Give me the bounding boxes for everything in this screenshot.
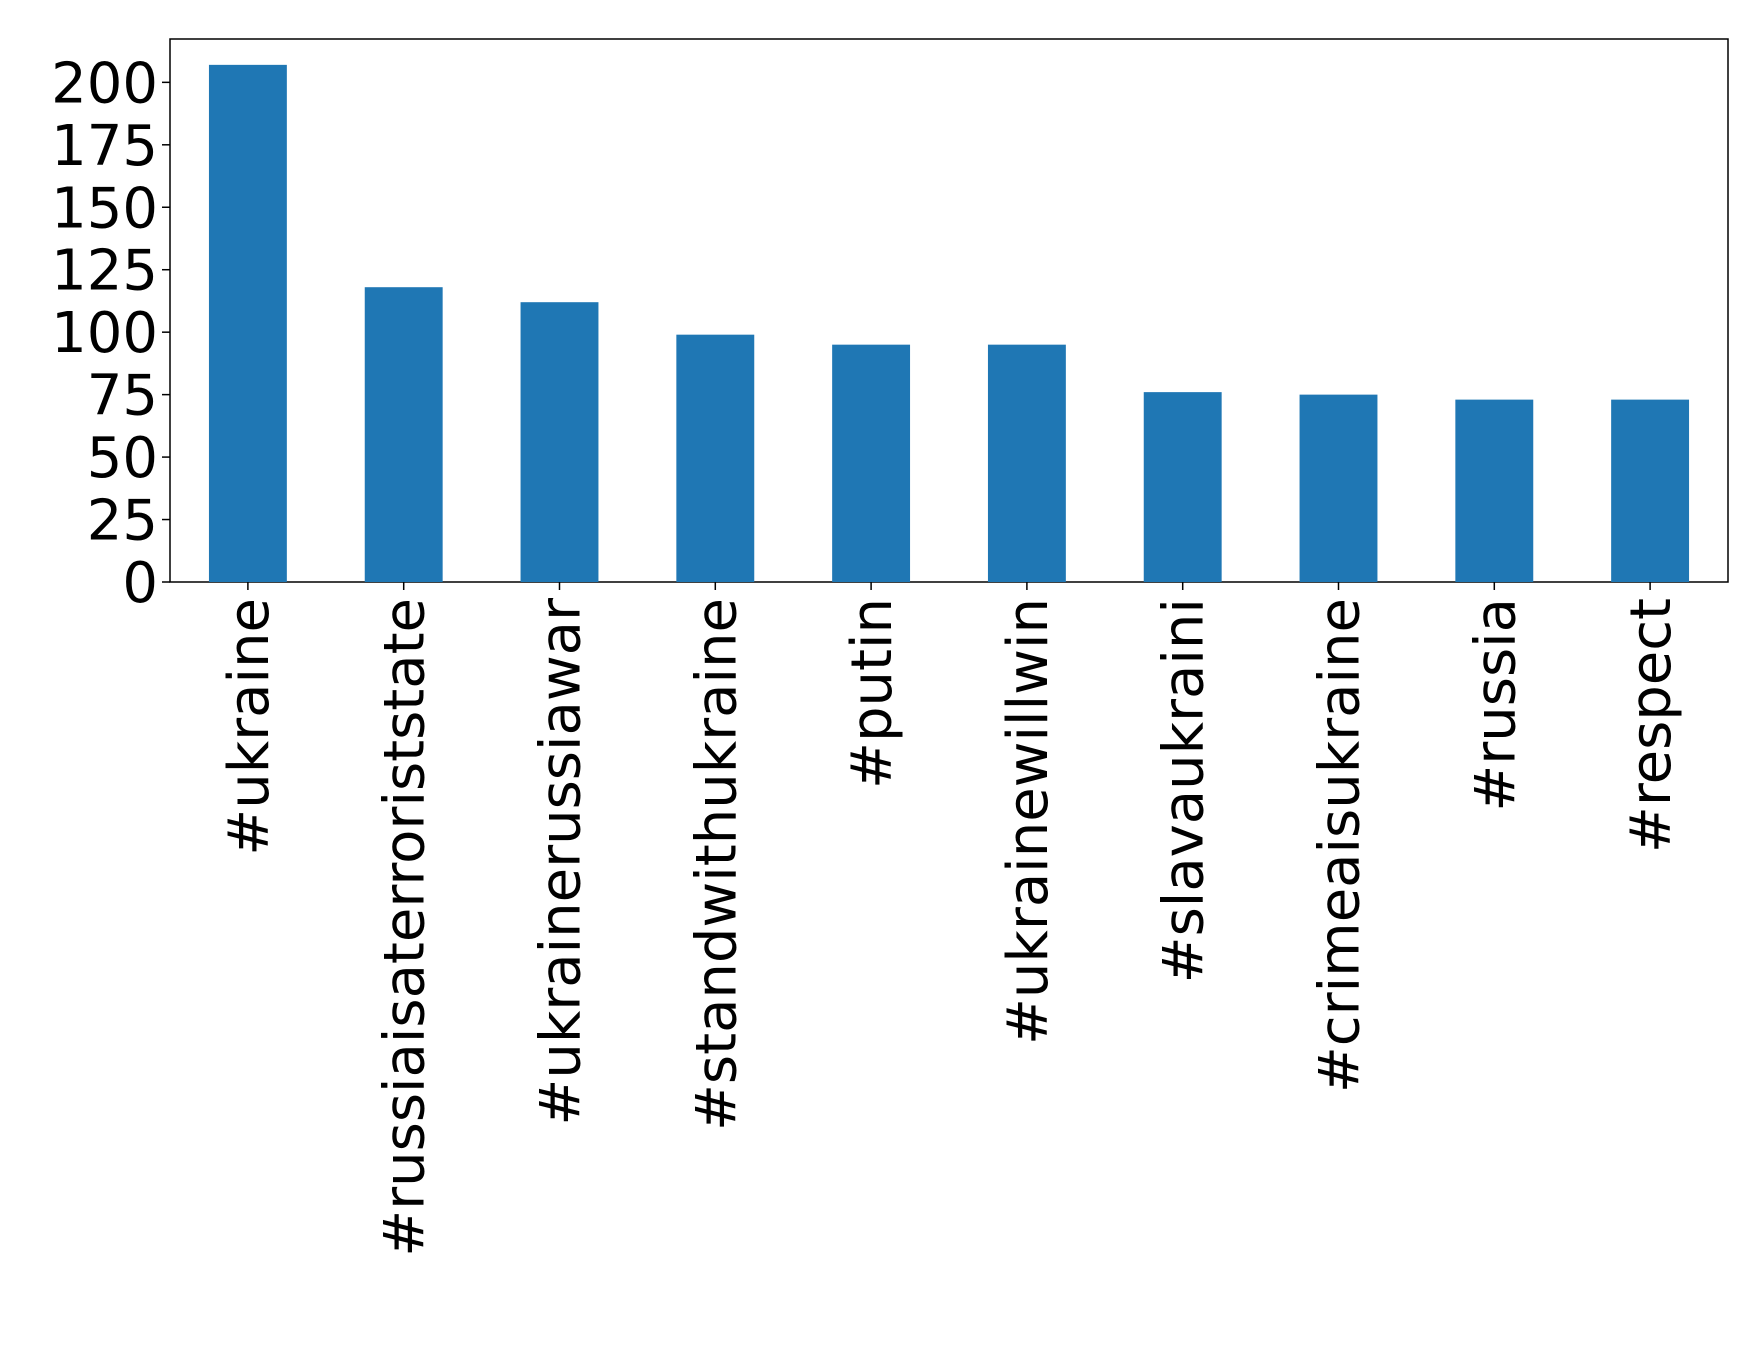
x-tick-label: #crimeaisukraine xyxy=(1308,598,1373,1093)
y-tick-label: 50 xyxy=(87,426,158,491)
y-tick-label: 25 xyxy=(87,489,158,554)
y-tick-label: 125 xyxy=(51,239,158,304)
bar xyxy=(208,64,287,583)
plot-frame xyxy=(169,38,1729,583)
y-tick-label: 200 xyxy=(51,51,158,116)
x-tick-label: #ukrainerussiawar xyxy=(529,597,594,1126)
bar xyxy=(832,344,911,582)
y-tick-label: 150 xyxy=(51,176,158,241)
bar xyxy=(520,302,599,582)
bar xyxy=(1299,394,1378,582)
x-tick-label: #ukraine xyxy=(217,598,282,856)
x-tick-label: #ukrainewillwin xyxy=(996,598,1061,1045)
x-tick-label: #standwithukraine xyxy=(684,598,749,1131)
x-tick-label: #russiaisaterroriststate xyxy=(373,598,438,1257)
bar xyxy=(1455,399,1534,582)
y-tick-label: 175 xyxy=(51,114,158,179)
x-tick-label: #putin xyxy=(840,598,905,789)
y-tick-label: 0 xyxy=(122,551,158,616)
bar xyxy=(1143,392,1222,582)
x-tick-label: #russia xyxy=(1463,598,1528,812)
bar xyxy=(364,287,443,582)
bar xyxy=(987,344,1066,582)
bar xyxy=(1611,399,1690,582)
x-tick-label: #slavaukraini xyxy=(1152,598,1217,983)
x-tick-label: #respect xyxy=(1619,598,1684,853)
y-tick-label: 100 xyxy=(51,301,158,366)
bar xyxy=(676,334,755,582)
y-tick-label: 75 xyxy=(87,364,158,429)
